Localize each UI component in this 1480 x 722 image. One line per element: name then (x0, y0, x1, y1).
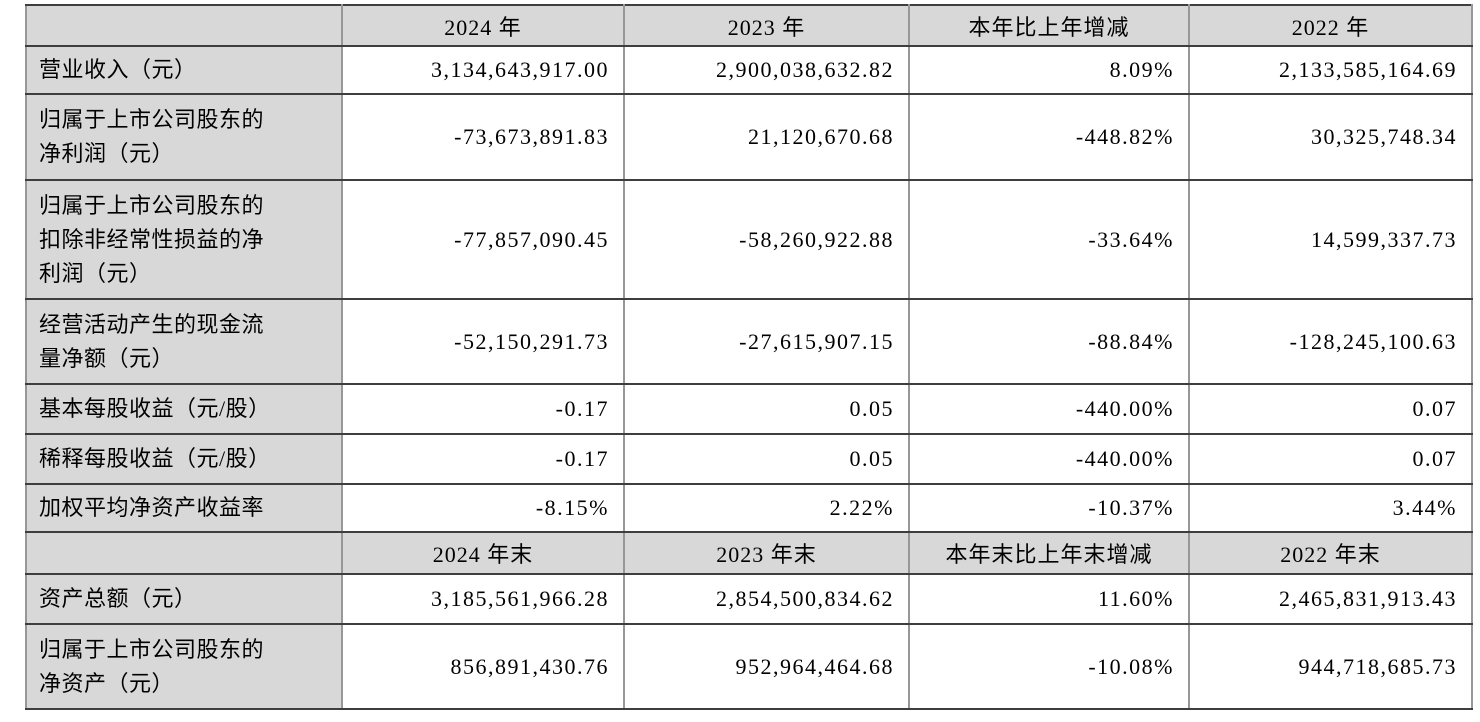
cell-value: 30,325,748.34 (1188, 93, 1473, 181)
cell-value: 3,134,643,917.00 (341, 45, 625, 95)
cell-value: 8.09% (908, 45, 1190, 95)
cell-value: -440.00% (908, 383, 1190, 435)
financial-summary-table: 2024 年 2023 年 本年比上年增减 2022 年 营业收入（元） 3,1… (25, 4, 1473, 710)
cell-value: -440.00% (908, 433, 1190, 485)
cell-value: -128,245,100.63 (1188, 298, 1473, 385)
row-label: 资产总额（元） (25, 573, 343, 625)
row-label: 加权平均净资产收益率 (25, 483, 343, 533)
cell-value: -10.37% (908, 483, 1190, 533)
cell-value: 14,599,337.73 (1188, 179, 1473, 300)
cell-value: 856,891,430.76 (341, 623, 625, 710)
cell-value: 0.07 (1188, 433, 1473, 485)
cell-value: -88.84% (908, 298, 1190, 385)
column-header-blank (25, 4, 343, 47)
cell-value: -73,673,891.83 (341, 93, 625, 181)
cell-value: 2,854,500,834.62 (623, 573, 910, 625)
cell-value: 11.60% (908, 573, 1190, 625)
column-header-2024: 2024 年 (341, 4, 625, 47)
cell-value: 2.22% (623, 483, 910, 533)
table-row-diluted-eps: 稀释每股收益（元/股） -0.17 0.05 -440.00% 0.07 (25, 433, 1473, 485)
column-header-2022-end: 2022 年末 (1188, 531, 1473, 575)
row-label: 归属于上市公司股东的 净资产（元） (25, 623, 343, 710)
table-row-net-profit-excl-nonrecurring: 归属于上市公司股东的 扣除非经常性损益的净 利润（元） -77,857,090.… (25, 179, 1473, 300)
cell-value: 0.07 (1188, 383, 1473, 435)
cell-value: -33.64% (908, 179, 1190, 300)
cell-value: 0.05 (623, 433, 910, 485)
column-header-2024-end: 2024 年末 (341, 531, 625, 575)
row-label: 营业收入（元） (25, 45, 343, 95)
cell-value: -8.15% (341, 483, 625, 533)
column-header-2023: 2023 年 (623, 4, 910, 47)
table-row-basic-eps: 基本每股收益（元/股） -0.17 0.05 -440.00% 0.07 (25, 383, 1473, 435)
cell-value: 944,718,685.73 (1188, 623, 1473, 710)
row-label: 归属于上市公司股东的 扣除非经常性损益的净 利润（元） (25, 179, 343, 300)
column-header-blank (25, 531, 343, 575)
cell-value: 21,120,670.68 (623, 93, 910, 181)
cell-value: -10.08% (908, 623, 1190, 710)
cell-value: 0.05 (623, 383, 910, 435)
column-header-2022: 2022 年 (1188, 4, 1473, 47)
table-row-revenue: 营业收入（元） 3,134,643,917.00 2,900,038,632.8… (25, 45, 1473, 95)
row-label: 稀释每股收益（元/股） (25, 433, 343, 485)
cell-value: -448.82% (908, 93, 1190, 181)
column-header-2023-end: 2023 年末 (623, 531, 910, 575)
cell-value: 3,185,561,966.28 (341, 573, 625, 625)
cell-value: -0.17 (341, 383, 625, 435)
table-row-weighted-avg-roe: 加权平均净资产收益率 -8.15% 2.22% -10.37% 3.44% (25, 483, 1473, 533)
cell-value: 3.44% (1188, 483, 1473, 533)
cell-value: 2,900,038,632.82 (623, 45, 910, 95)
cell-value: -77,857,090.45 (341, 179, 625, 300)
cell-value: -58,260,922.88 (623, 179, 910, 300)
cell-value: 2,133,585,164.69 (1188, 45, 1473, 95)
row-label: 基本每股收益（元/股） (25, 383, 343, 435)
header-row-period-end: 2024 年末 2023 年末 本年末比上年末增减 2022 年末 (25, 531, 1473, 575)
table-row-net-profit: 归属于上市公司股东的 净利润（元） -73,673,891.83 21,120,… (25, 93, 1473, 181)
cell-value: 952,964,464.68 (623, 623, 910, 710)
cell-value: -0.17 (341, 433, 625, 485)
row-label: 经营活动产生的现金流 量净额（元） (25, 298, 343, 385)
column-header-end-yoy-change: 本年末比上年末增减 (908, 531, 1190, 575)
cell-value: 2,465,831,913.43 (1188, 573, 1473, 625)
table-row-net-assets: 归属于上市公司股东的 净资产（元） 856,891,430.76 952,964… (25, 623, 1473, 710)
cell-value: -52,150,291.73 (341, 298, 625, 385)
table-row-total-assets: 资产总额（元） 3,185,561,966.28 2,854,500,834.6… (25, 573, 1473, 625)
table-row-operating-cash-flow: 经营活动产生的现金流 量净额（元） -52,150,291.73 -27,615… (25, 298, 1473, 385)
cell-value: -27,615,907.15 (623, 298, 910, 385)
column-header-yoy-change: 本年比上年增减 (908, 4, 1190, 47)
financial-summary-table-wrap: 2024 年 2023 年 本年比上年增减 2022 年 营业收入（元） 3,1… (25, 4, 1473, 710)
header-row-period: 2024 年 2023 年 本年比上年增减 2022 年 (25, 4, 1473, 47)
row-label: 归属于上市公司股东的 净利润（元） (25, 93, 343, 181)
